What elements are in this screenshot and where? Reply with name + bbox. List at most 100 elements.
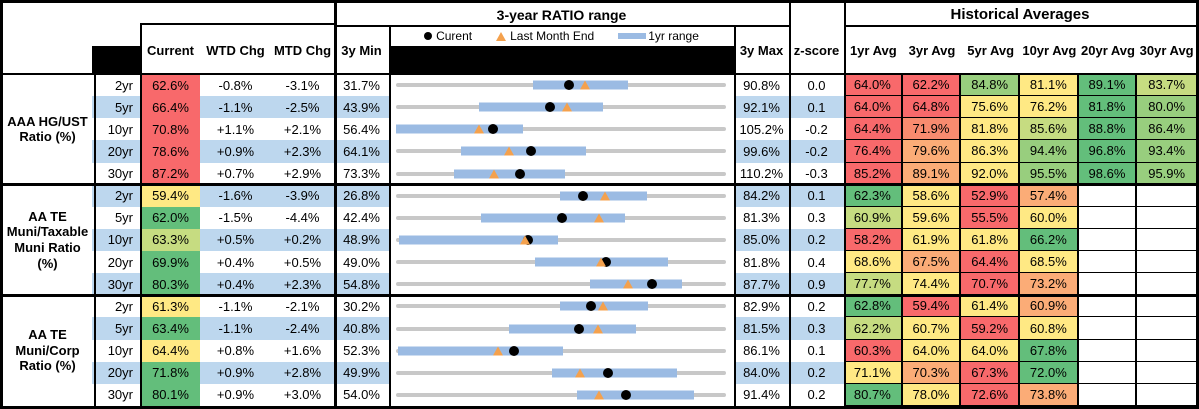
mtd-cell: -2.1% xyxy=(271,295,334,318)
current-dot-icon xyxy=(601,257,612,268)
avg-cell xyxy=(1078,228,1138,252)
wtd-cell: +0.7% xyxy=(200,162,271,185)
1yr-range-bar xyxy=(508,324,637,334)
tenor-cell: 20yr xyxy=(92,361,141,384)
avg-cell: 68.6% xyxy=(844,251,903,274)
avg-cell: 64.0% xyxy=(844,96,903,119)
wtd-cell: +0.8% xyxy=(200,339,271,362)
range-chart-cell xyxy=(389,206,734,229)
avg-header-20yr: 20yr Avg xyxy=(1081,42,1135,58)
last-month-triangle-icon xyxy=(594,390,605,400)
3y-max-cell: 91.4% xyxy=(734,383,789,406)
3y-max-cell: 92.1% xyxy=(734,96,789,119)
z-score-header: z-score xyxy=(793,42,840,58)
avg-cell xyxy=(1078,295,1138,318)
3y-min-cell: 49.9% xyxy=(334,361,389,384)
avg-cell: 76.4% xyxy=(844,140,903,163)
1yr-range-bar xyxy=(480,213,625,223)
z-score-cell: 0.1 xyxy=(789,339,844,362)
1yr-range-bar xyxy=(460,146,587,156)
z-score-cell: -0.2 xyxy=(789,140,844,163)
wtd-cell: -1.1% xyxy=(200,317,271,340)
avg-cell: 89.1% xyxy=(1078,74,1138,97)
3y-max-cell: 90.8% xyxy=(734,74,789,97)
z-score-cell: 0.2 xyxy=(789,228,844,252)
current-cell: 87.2% xyxy=(141,162,200,185)
avg-cell: 59.2% xyxy=(961,317,1020,340)
current-dot-icon xyxy=(574,323,585,334)
avg-cell xyxy=(1137,383,1196,406)
tenor-cell: 10yr xyxy=(92,118,141,141)
last-month-triangle-icon xyxy=(593,324,604,334)
tenor-cell: 20yr xyxy=(92,251,141,274)
avg-cell: 62.8% xyxy=(844,295,903,318)
tenor-cell: 5yr xyxy=(92,317,141,340)
tenor-cell: 10yr xyxy=(92,339,141,362)
3y-max-cell: 84.0% xyxy=(734,361,789,384)
3y-max-cell: 82.9% xyxy=(734,295,789,318)
wtd-cell: -0.8% xyxy=(200,74,271,97)
1yr-range-bar xyxy=(454,169,565,179)
avg-cell xyxy=(1078,383,1138,406)
z-score-cell: -0.3 xyxy=(789,162,844,185)
avg-cell xyxy=(1078,184,1138,207)
last-month-triangle-icon xyxy=(504,146,514,156)
avg-cell: 59.4% xyxy=(902,295,962,318)
avg-cell: 72.6% xyxy=(961,383,1020,406)
avg-cell: 58.6% xyxy=(902,184,962,207)
avg-cell: 64.4% xyxy=(961,251,1020,274)
avg-cell: 67.5% xyxy=(902,251,962,274)
group-divider xyxy=(3,183,1196,186)
avg-cell: 70.3% xyxy=(902,361,962,384)
range-section-title: 3-year RATIO range xyxy=(496,6,627,23)
current-dot-icon xyxy=(525,146,536,157)
legend-1yr-range-item: 1yr range xyxy=(618,30,699,42)
avg-cell: 64.0% xyxy=(961,339,1020,362)
current-dot-icon xyxy=(602,367,613,378)
legend-black-band xyxy=(389,46,736,74)
avg-cell: 60.8% xyxy=(1020,317,1079,340)
mtd-cell: +0.2% xyxy=(271,228,334,252)
tenor-cell: 20yr xyxy=(92,140,141,163)
mtd-cell: -3.1% xyxy=(271,74,334,97)
mtd-cell: +3.0% xyxy=(271,383,334,406)
avg-cell: 60.0% xyxy=(1020,206,1079,229)
wtd-cell: +0.4% xyxy=(200,273,271,296)
avg-cell: 72.0% xyxy=(1020,361,1079,384)
group-label: AAA HG/UST Ratio (%) xyxy=(3,74,92,185)
avg-cell xyxy=(1137,206,1196,229)
3y-max-cell: 84.2% xyxy=(734,184,789,207)
mtd-cell: +2.3% xyxy=(271,140,334,163)
3y-max-header: 3y Max xyxy=(739,42,784,58)
avg-cell: 60.7% xyxy=(902,317,962,340)
avg-cell xyxy=(1137,317,1196,340)
avg-cell: 64.0% xyxy=(902,339,962,362)
avg-cell xyxy=(1137,361,1196,384)
tenor-cell: 10yr xyxy=(92,228,141,252)
avg-cell: 89.1% xyxy=(902,162,962,185)
range-track xyxy=(396,127,726,132)
avg-header-10yr: 10yr Avg xyxy=(1022,42,1077,58)
avg-cell: 60.9% xyxy=(844,206,903,229)
3y-min-cell: 54.8% xyxy=(334,273,389,296)
last-month-triangle-icon xyxy=(580,80,591,90)
last-month-triangle-icon xyxy=(594,213,605,223)
last-month-triangle-icon xyxy=(488,169,499,179)
current-cell: 70.8% xyxy=(141,118,200,141)
range-chart-cell xyxy=(389,140,734,163)
last-month-triangle-icon xyxy=(575,368,586,378)
current-dot-icon xyxy=(646,279,657,290)
current-cell: 80.3% xyxy=(141,273,200,296)
avg-cell xyxy=(1078,273,1138,296)
range-track xyxy=(396,237,726,242)
avg-cell: 60.9% xyxy=(1020,295,1079,318)
range-chart-cell xyxy=(389,295,734,318)
avg-cell xyxy=(1078,361,1138,384)
current-cell: 63.4% xyxy=(141,317,200,340)
avg-header-3yr: 3yr Avg xyxy=(908,42,956,58)
current-dot-icon xyxy=(545,102,556,113)
z-score-cell: 0.0 xyxy=(789,74,844,97)
avg-cell: 80.7% xyxy=(844,383,903,406)
3y-min-cell: 52.3% xyxy=(334,339,389,362)
avg-cell: 67.8% xyxy=(1020,339,1079,362)
